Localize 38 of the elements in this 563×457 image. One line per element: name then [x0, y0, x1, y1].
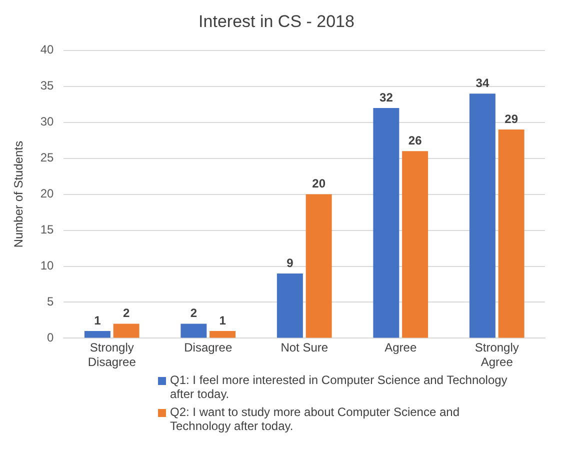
- data-label: 9: [286, 256, 294, 270]
- data-label: 20: [312, 176, 326, 191]
- bar: [210, 331, 236, 338]
- y-tick-label: 25: [40, 150, 54, 165]
- bar: [84, 331, 110, 338]
- bar: [373, 108, 400, 338]
- bar: [276, 273, 303, 338]
- y-tick-label: 10: [40, 258, 54, 273]
- data-label: 2: [122, 306, 130, 320]
- bar: [113, 324, 140, 338]
- data-label: 29: [504, 112, 518, 126]
- x-tick-label: Not Sure: [280, 340, 328, 355]
- data-label: 34: [476, 76, 490, 90]
- data-label: 1: [94, 313, 102, 328]
- bar: [498, 130, 524, 338]
- y-tick-label: 15: [40, 222, 54, 237]
- y-tick-label: 20: [40, 186, 54, 201]
- x-tick-label: Agree: [384, 340, 417, 355]
- y-tick-label: 35: [40, 78, 54, 93]
- y-axis-title: Number of Students: [12, 140, 26, 248]
- legend-label: Q2: I want to study more about Computer Science and Technology after today.: [170, 405, 460, 433]
- x-tick-label: Strongly Agree: [474, 340, 519, 370]
- data-label: 32: [380, 90, 394, 104]
- y-tick-label: 0: [47, 330, 54, 345]
- chart-title: Interest in CS - 2018: [198, 12, 354, 31]
- y-tick-label: 40: [40, 42, 54, 57]
- bar: [180, 324, 207, 338]
- x-tick-label: Disagree: [184, 340, 232, 355]
- data-label: 1: [219, 313, 226, 328]
- legend-label: Q1: I feel more interested in Computer Science and Technology after today.: [170, 373, 508, 401]
- bar: [469, 94, 496, 338]
- data-label: 26: [408, 133, 422, 148]
- y-tick-label: 5: [47, 294, 54, 309]
- data-label: 2: [190, 306, 198, 320]
- x-tick-label: Strongly Disagree: [88, 340, 136, 370]
- bar: [402, 151, 428, 338]
- bar: [306, 194, 332, 338]
- y-tick-label: 30: [40, 114, 54, 129]
